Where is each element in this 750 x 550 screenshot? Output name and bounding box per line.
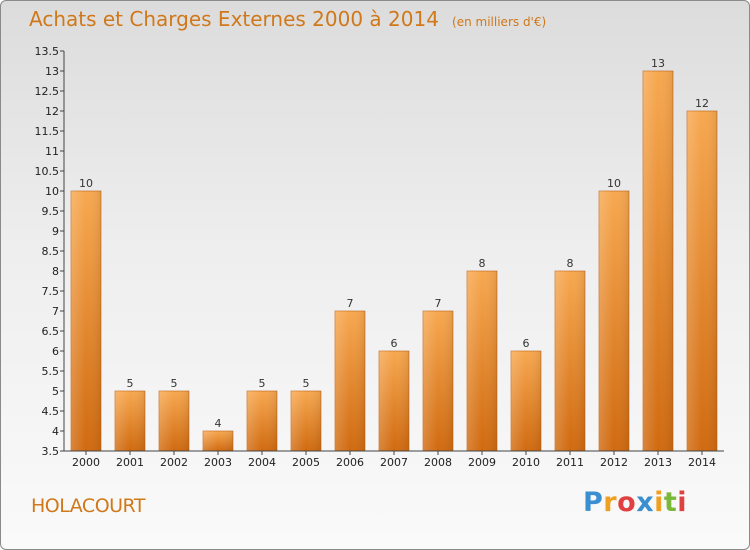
y-tick-label: 10.5	[35, 165, 60, 178]
data-label: 7	[347, 297, 354, 310]
chart-title: Achats et Charges Externes 2000 à 2014	[29, 7, 439, 31]
bar-shade	[643, 71, 673, 451]
y-tick-label: 13.5	[35, 45, 60, 58]
x-tick-label: 2009	[468, 456, 496, 469]
bar-shade	[423, 311, 453, 451]
commune-name: HOLACOURT	[31, 495, 145, 517]
y-tick-label: 11.5	[35, 125, 60, 138]
x-tick-label: 2005	[292, 456, 320, 469]
bar-shade	[335, 311, 365, 451]
logo-letter: o	[617, 487, 637, 518]
x-tick-label: 2012	[600, 456, 628, 469]
y-tick-label: 9	[52, 225, 59, 238]
y-tick-label: 8	[52, 265, 59, 278]
logo-letter: t	[663, 487, 678, 518]
y-tick-label: 6.5	[42, 325, 60, 338]
x-tick-label: 2003	[204, 456, 232, 469]
y-tick-label: 3.5	[42, 445, 60, 458]
y-tick-label: 12.5	[35, 85, 60, 98]
logo-letter: i	[654, 487, 664, 518]
y-tick-label: 12	[45, 105, 59, 118]
data-label: 13	[651, 57, 665, 70]
x-tick-label: 2013	[644, 456, 672, 469]
y-tick-label: 5.5	[42, 365, 60, 378]
data-label: 6	[523, 337, 530, 350]
bar-shade	[467, 271, 497, 451]
bar-shade	[247, 391, 277, 451]
logo-letter: P	[583, 487, 604, 518]
chart-unit: (en milliers d'€)	[452, 15, 547, 29]
y-tick-label: 13	[45, 65, 59, 78]
data-label: 7	[435, 297, 442, 310]
bar-series: 10 5 5 4 5 5 7 6 7 8 6 8 10 13 12	[70, 57, 718, 452]
bar-shade	[291, 391, 321, 451]
chart-title-row: Achats et Charges Externes 2000 à 2014 (…	[29, 7, 546, 31]
y-tick-label: 6	[52, 345, 59, 358]
data-label: 10	[607, 177, 621, 190]
y-tick-label: 7.5	[42, 285, 60, 298]
data-label: 5	[127, 377, 134, 390]
y-tick-label: 9.5	[42, 205, 60, 218]
x-tick-label: 2002	[160, 456, 188, 469]
y-tick-label: 4.5	[42, 405, 60, 418]
y-tick-label: 7	[52, 305, 59, 318]
x-tick-label: 2001	[116, 456, 144, 469]
data-label: 12	[695, 97, 709, 110]
y-axis: 3.5 4 4.5 5 5.5 6 6.5 7 7.5 8 8.5 9 9.5 10 10.5 11 11.5 1…	[35, 45, 65, 458]
bar-shade	[159, 391, 189, 451]
data-label: 8	[479, 257, 486, 270]
data-label: 8	[567, 257, 574, 270]
x-tick-label: 2011	[556, 456, 584, 469]
y-tick-label: 8.5	[42, 245, 60, 258]
logo-letter: r	[603, 487, 618, 518]
y-tick-label: 11	[45, 145, 59, 158]
data-label: 5	[171, 377, 178, 390]
logo-letter: i	[677, 487, 688, 518]
x-tick-label: 2004	[248, 456, 276, 469]
proxiti-logo: Proxiti	[583, 487, 687, 518]
logo-letter: x	[636, 487, 655, 518]
x-tick-label: 2008	[424, 456, 452, 469]
bar-shade	[599, 191, 629, 451]
bar-shade	[115, 391, 145, 451]
x-tick-label: 2000	[72, 456, 100, 469]
x-tick-label: 2006	[336, 456, 364, 469]
bar-shade	[687, 111, 717, 451]
x-axis: 2000 2001 2002 2003 2004 2005 2006 2007 2008 2009…	[64, 450, 724, 469]
data-label: 10	[79, 177, 93, 190]
bar-shade	[511, 351, 541, 451]
y-tick-label: 5	[52, 385, 59, 398]
bar-shade	[203, 431, 233, 451]
data-label: 6	[391, 337, 398, 350]
x-tick-label: 2007	[380, 456, 408, 469]
data-label: 4	[215, 417, 222, 430]
y-tick-label: 10	[45, 185, 59, 198]
bar-shade	[71, 191, 101, 451]
data-label: 5	[259, 377, 266, 390]
x-tick-label: 2010	[512, 456, 540, 469]
y-tick-label: 4	[52, 425, 59, 438]
bar-shade	[379, 351, 409, 451]
data-label: 5	[303, 377, 310, 390]
bar-shade	[555, 271, 585, 451]
x-tick-label: 2014	[688, 456, 716, 469]
